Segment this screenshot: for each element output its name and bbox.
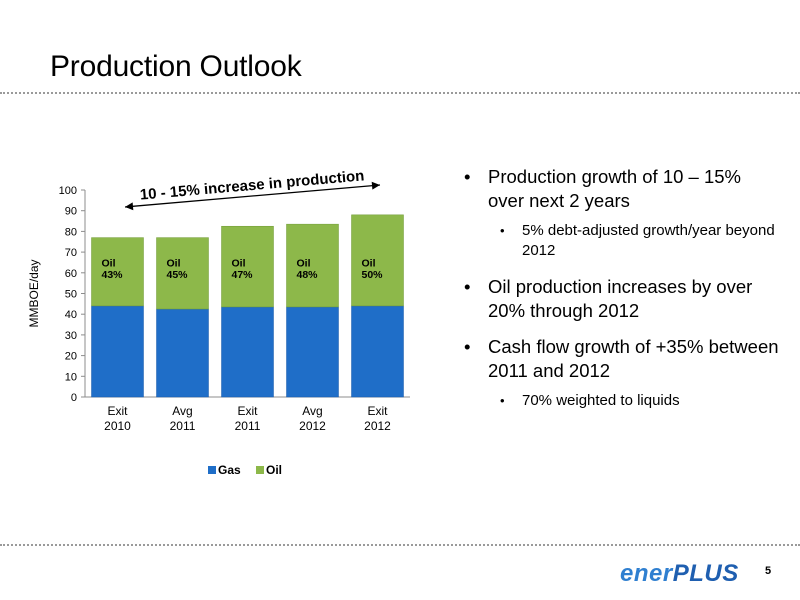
x-tick-label: 2011 bbox=[235, 419, 261, 433]
y-tick-label: 40 bbox=[65, 309, 77, 321]
bullet-2-text: Oil production increases by over 20% thr… bbox=[488, 276, 753, 321]
y-tick-label: 10 bbox=[65, 371, 77, 383]
bar-oil bbox=[156, 237, 209, 310]
y-tick-label: 30 bbox=[65, 330, 77, 342]
bar-gas bbox=[221, 306, 274, 398]
bullet-3: • Cash flow growth of +35% between 2011 … bbox=[460, 335, 780, 383]
bar-oil bbox=[221, 225, 274, 308]
slide-title: Production Outlook bbox=[50, 50, 302, 83]
bullet-1: • Production growth of 10 – 15% over nex… bbox=[460, 165, 780, 213]
bar-label-percent: 48% bbox=[297, 269, 319, 281]
annotation-arrowhead-left bbox=[125, 202, 134, 211]
y-tick-label: 0 bbox=[71, 392, 77, 404]
y-tick-label: 60 bbox=[65, 268, 77, 280]
x-tick-label: Avg bbox=[302, 404, 322, 418]
top-divider bbox=[0, 92, 800, 94]
bar-oil bbox=[351, 214, 404, 307]
bottom-divider bbox=[0, 544, 800, 546]
sub-bullet-1-text: 5% debt-adjusted growth/year beyond 2012 bbox=[522, 222, 775, 259]
y-tick-label: 50 bbox=[65, 289, 77, 301]
bullet-3-text: Cash flow growth of +35% between 2011 an… bbox=[488, 336, 779, 381]
y-tick-label: 70 bbox=[65, 247, 77, 259]
bar-label-percent: 43% bbox=[102, 269, 124, 281]
bar-label-percent: 45% bbox=[167, 269, 189, 281]
bullet-dot: • bbox=[500, 393, 505, 408]
annotation-arrowhead-right bbox=[371, 181, 380, 190]
y-tick-label: 90 bbox=[65, 206, 77, 218]
bar-label-name: Oil bbox=[362, 258, 376, 270]
bar-label-name: Oil bbox=[167, 258, 181, 270]
bar-oil bbox=[91, 237, 144, 307]
sub-bullet-2: • 70% weighted to liquids bbox=[460, 391, 780, 411]
x-tick-label: Exit bbox=[107, 404, 128, 418]
bullet-dot: • bbox=[464, 276, 471, 297]
bar-label-name: Oil bbox=[102, 258, 116, 270]
bar-label-name: Oil bbox=[232, 258, 246, 270]
bullet-dot: • bbox=[464, 336, 471, 357]
bullet-dot: • bbox=[500, 223, 505, 238]
bar-label-percent: 47% bbox=[232, 269, 254, 281]
annotation-text: 10 - 15% increase in production bbox=[139, 167, 365, 203]
legend-swatch-oil bbox=[256, 466, 264, 474]
sub-bullet-1: • 5% debt-adjusted growth/year beyond 20… bbox=[460, 221, 780, 261]
x-tick-label: 2010 bbox=[104, 419, 131, 433]
bullet-2: • Oil production increases by over 20% t… bbox=[460, 275, 780, 323]
company-logo: enerPLUS bbox=[620, 560, 739, 588]
bullet-list: • Production growth of 10 – 15% over nex… bbox=[460, 165, 780, 425]
legend-label-gas: Gas bbox=[218, 463, 241, 477]
bar-oil bbox=[286, 223, 339, 308]
y-tick-label: 80 bbox=[65, 226, 77, 238]
bar-label-name: Oil bbox=[297, 258, 311, 270]
y-tick-label: 20 bbox=[65, 351, 77, 363]
bar-gas bbox=[91, 305, 144, 398]
x-tick-label: 2011 bbox=[170, 419, 196, 433]
x-tick-label: 2012 bbox=[299, 419, 326, 433]
x-tick-label: Exit bbox=[237, 404, 258, 418]
logo-text-ener: ener bbox=[620, 560, 673, 587]
x-tick-label: Avg bbox=[172, 404, 192, 418]
bullet-dot: • bbox=[464, 166, 471, 187]
legend-swatch-gas bbox=[208, 466, 216, 474]
y-axis-title: MMBOE/day bbox=[27, 259, 41, 327]
annotation-arrow-line bbox=[124, 184, 381, 208]
x-tick-label: Exit bbox=[367, 404, 388, 418]
sub-bullet-2-text: 70% weighted to liquids bbox=[522, 392, 680, 409]
bullet-1-text: Production growth of 10 – 15% over next … bbox=[488, 166, 741, 211]
bar-gas bbox=[351, 305, 404, 398]
page-number: 5 bbox=[765, 565, 772, 577]
bar-gas bbox=[156, 308, 209, 398]
logo-text-plus: PLUS bbox=[672, 560, 739, 587]
bar-gas bbox=[286, 306, 339, 398]
bar-label-percent: 50% bbox=[362, 269, 384, 281]
y-tick-label: 100 bbox=[59, 185, 77, 197]
legend-label-oil: Oil bbox=[266, 463, 282, 477]
x-tick-label: 2012 bbox=[364, 419, 391, 433]
